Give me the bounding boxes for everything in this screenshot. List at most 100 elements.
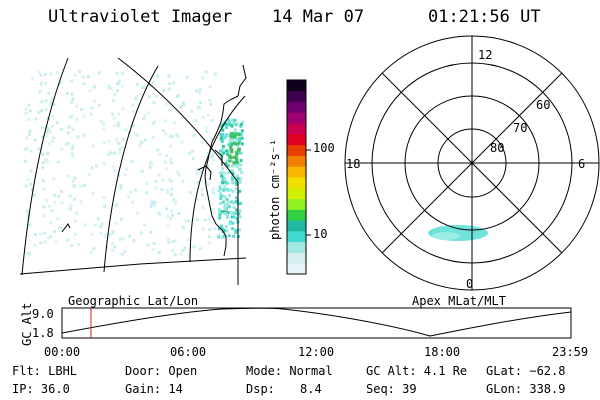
emission-speckle — [184, 219, 188, 223]
emission-speckle — [221, 144, 225, 148]
emission-speckle — [123, 249, 127, 253]
emission-speckle — [223, 205, 227, 209]
emission-speckle — [50, 124, 54, 128]
emission-speckle — [152, 120, 156, 124]
emission-speckle — [231, 118, 235, 122]
emission-speckle — [118, 147, 122, 151]
emission-speckle — [230, 124, 234, 128]
emission-speckle — [221, 148, 225, 152]
emission-speckle — [151, 247, 155, 251]
emission-speckle — [237, 147, 241, 151]
emission-speckle — [223, 195, 227, 199]
emission-speckle — [131, 200, 135, 204]
emission-speckle — [65, 91, 69, 95]
emission-speckle — [54, 240, 58, 244]
emission-speckle — [109, 151, 113, 155]
emission-speckle — [201, 206, 205, 210]
emission-speckle — [71, 144, 75, 148]
emission-speckle — [60, 128, 64, 132]
emission-speckle — [42, 179, 46, 183]
emission-speckle — [235, 138, 239, 142]
emission-speckle — [154, 186, 158, 190]
emission-speckle — [134, 188, 138, 192]
emission-speckle — [97, 104, 101, 108]
emission-speckle — [32, 193, 36, 197]
emission-speckle — [29, 182, 33, 186]
emission-speckle — [24, 147, 28, 151]
mlt-label-0: 0 — [466, 277, 474, 291]
emission-speckle — [28, 223, 32, 227]
emission-speckle — [91, 144, 95, 148]
emission-speckle — [235, 182, 239, 186]
emission-speckle — [152, 241, 156, 245]
altitude-xtick-0000: 00:00 — [44, 345, 81, 359]
emission-speckle — [230, 176, 234, 180]
emission-speckle — [44, 199, 48, 203]
emission-speckle — [114, 221, 118, 225]
emission-speckle — [240, 171, 244, 175]
latitude-line — [117, 57, 239, 285]
emission-speckle — [167, 82, 171, 86]
emission-speckle — [176, 135, 180, 139]
emission-speckle — [153, 200, 157, 204]
emission-speckle — [225, 229, 229, 233]
emission-speckle — [211, 190, 215, 194]
emission-speckle — [232, 121, 236, 125]
colorbar-tick-100: 100 — [313, 141, 335, 155]
emission-speckle — [167, 74, 171, 78]
emission-speckle — [188, 151, 192, 155]
emission-speckle — [24, 112, 28, 116]
emission-speckle — [41, 152, 45, 156]
emission-speckle — [43, 72, 47, 76]
emission-speckle — [51, 97, 55, 101]
emission-speckle — [82, 183, 86, 187]
emission-speckle — [218, 171, 222, 175]
emission-speckle — [82, 114, 86, 118]
ip-info: IP: 36.0 — [12, 382, 70, 396]
emission-speckle — [139, 231, 143, 235]
emission-speckle — [89, 250, 93, 254]
emission-speckle — [169, 144, 173, 148]
emission-speckle — [232, 234, 236, 238]
emission-speckle — [233, 163, 237, 167]
emission-speckle — [56, 217, 60, 221]
altitude-xtick-1200: 12:00 — [298, 345, 335, 359]
emission-speckle — [53, 230, 57, 234]
emission-speckle — [49, 100, 53, 104]
emission-speckle — [233, 128, 237, 132]
emission-speckle — [220, 171, 224, 175]
emission-speckle — [97, 71, 101, 75]
emission-speckle — [80, 108, 84, 112]
emission-speckle — [169, 157, 173, 161]
emission-speckle — [228, 140, 232, 144]
seq-info: Seq: 39 — [366, 382, 417, 396]
emission-speckle — [211, 208, 215, 212]
emission-speckle — [222, 210, 226, 214]
emission-speckle — [225, 181, 229, 185]
emission-speckle — [59, 80, 63, 84]
door-info: Door: Open — [125, 364, 198, 378]
emission-speckle — [223, 185, 227, 189]
emission-speckle — [57, 83, 61, 87]
emission-speckle — [238, 151, 242, 155]
emission-speckle — [119, 184, 123, 188]
emission-speckle — [102, 122, 106, 126]
emission-speckle — [240, 142, 244, 146]
emission-speckle — [55, 70, 59, 74]
emission-speckle — [235, 157, 239, 161]
emission-speckle — [166, 237, 170, 241]
emission-speckle — [219, 196, 223, 200]
emission-speckle — [230, 148, 234, 152]
emission-speckle — [166, 224, 170, 228]
emission-speckle — [148, 84, 152, 88]
emission-speckle — [223, 234, 227, 238]
emission-speckle — [102, 195, 106, 199]
emission-speckle — [223, 135, 227, 139]
emission-speckle — [107, 83, 111, 87]
emission-speckle — [231, 169, 235, 173]
emission-speckle — [238, 209, 242, 213]
emission-speckle — [218, 201, 222, 205]
emission-speckle — [232, 161, 236, 165]
emission-speckle — [228, 154, 232, 158]
